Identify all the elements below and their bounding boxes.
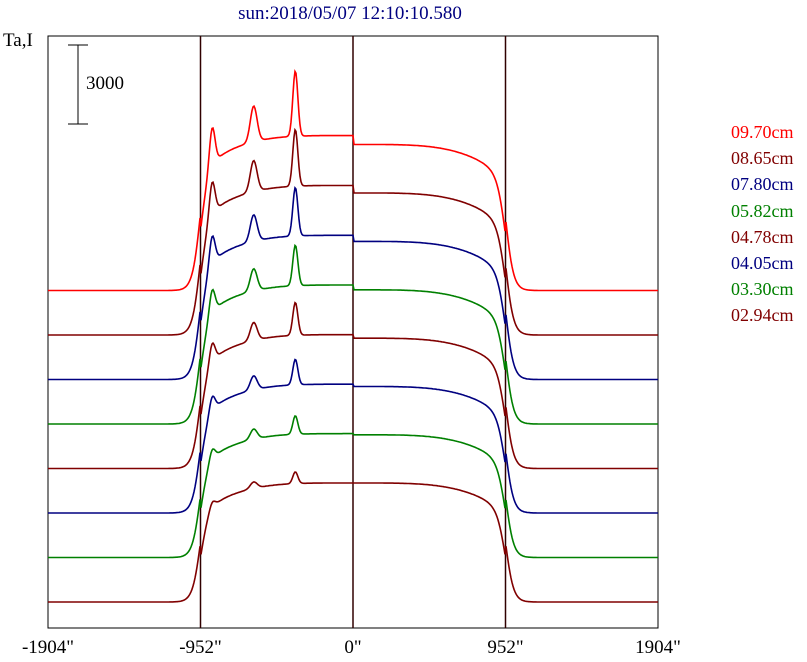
legend-entry: 09.70cm — [731, 122, 794, 142]
scale-bar — [68, 44, 88, 125]
series-line-09.70cm — [48, 69, 658, 292]
legend-entry: 08.65cm — [731, 148, 794, 169]
series-line-04.78cm — [48, 301, 658, 470]
series-line-02.94cm — [48, 471, 658, 603]
legend-entry: 04.78cm — [731, 226, 794, 247]
scale-bar-label: 3000 — [86, 73, 124, 94]
series-line-04.05cm — [48, 358, 658, 514]
y-axis-label: Ta,I — [3, 30, 33, 51]
chart-title: sun:2018/05/07 12:10:10.580 — [238, 3, 462, 24]
series-line-08.65cm — [48, 127, 658, 336]
legend-entry: 04.05cm — [731, 253, 794, 274]
x-tick-label: 0" — [344, 637, 362, 658]
series-line-05.82cm — [48, 243, 658, 425]
series-line-03.30cm — [48, 414, 658, 559]
legend-entry: 05.82cm — [731, 200, 794, 221]
legend-entry: 02.94cm — [731, 305, 794, 326]
x-tick-label: 1904" — [635, 637, 681, 658]
series-line-07.80cm — [48, 186, 658, 381]
legend-entry: 07.80cm — [731, 174, 794, 195]
x-tick-label: 952" — [487, 637, 524, 658]
x-tick-label: -1904" — [21, 637, 75, 658]
x-tick-label: -952" — [179, 637, 222, 658]
legend: 09.70cm 08.65cm 07.80cm 05.82cm 04.78cm 04.05… — [731, 119, 794, 329]
legend-entry: 03.30cm — [731, 279, 794, 300]
